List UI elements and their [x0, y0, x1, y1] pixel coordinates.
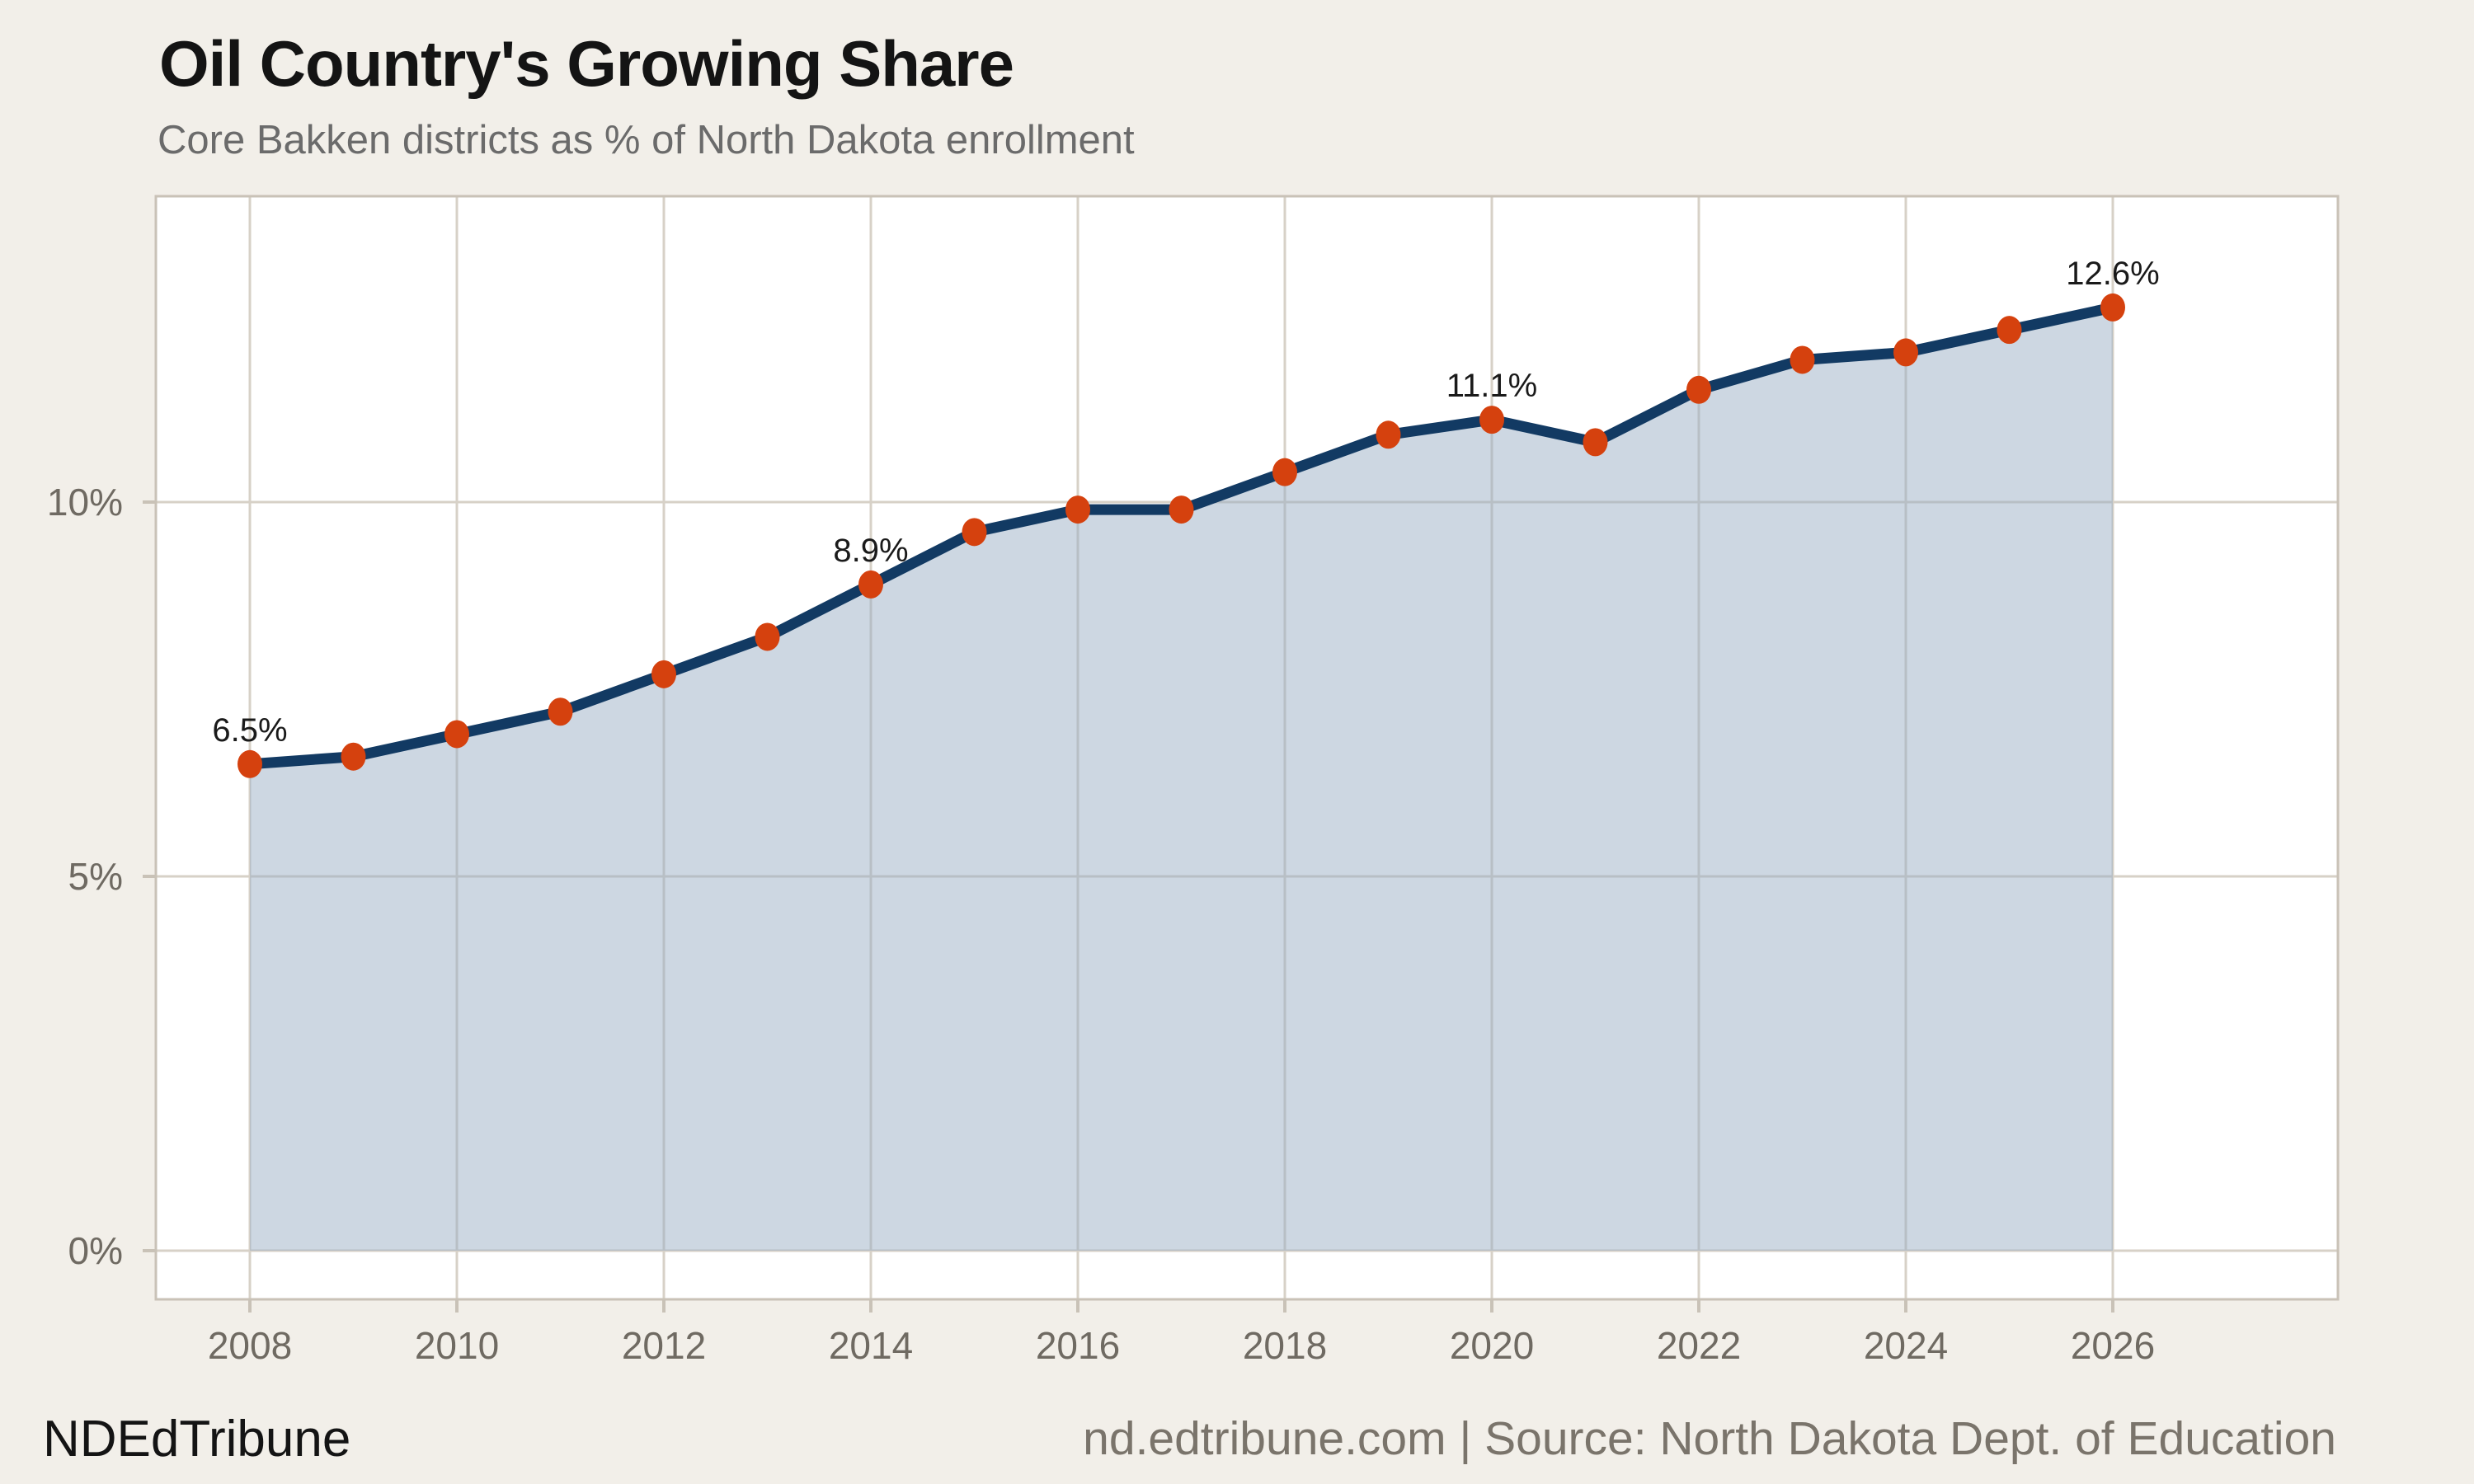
data-point-2020 — [1479, 406, 1504, 434]
x-axis-label-2022: 2022 — [1657, 1324, 1741, 1367]
annotation-2008: 6.5% — [212, 712, 287, 749]
data-point-2010 — [444, 720, 469, 749]
area-fill — [250, 307, 2113, 1251]
source-credit: nd.edtribune.com | Source: North Dakota … — [1083, 1412, 2336, 1465]
data-point-2016 — [1065, 495, 1090, 524]
y-axis-label-5: 5% — [68, 855, 123, 898]
data-point-2014 — [858, 570, 883, 599]
y-axis-label-0: 0% — [68, 1229, 123, 1272]
chart-title: Oil Country's Growing Share — [159, 27, 1014, 100]
data-point-2021 — [1583, 428, 1608, 457]
data-point-2026 — [2100, 293, 2125, 322]
data-point-2022 — [1686, 375, 1711, 404]
annotation-2014: 8.9% — [833, 533, 908, 569]
x-axis-label-2010: 2010 — [415, 1324, 499, 1367]
data-point-2011 — [548, 697, 573, 726]
brand-wordmark: NDEdTribune — [43, 1411, 351, 1468]
data-point-2018 — [1272, 458, 1297, 486]
data-point-2023 — [1790, 345, 1815, 374]
data-point-2015 — [962, 518, 987, 547]
x-axis-label-2026: 2026 — [2071, 1324, 2155, 1367]
plot-border — [154, 195, 2340, 1301]
x-axis-label-2012: 2012 — [622, 1324, 706, 1367]
annotation-2026: 12.6% — [2066, 256, 2159, 292]
y-axis-label-10: 10% — [47, 481, 123, 524]
data-point-2024 — [1893, 338, 1918, 367]
data-point-2025 — [1997, 316, 2022, 345]
x-axis-label-2020: 2020 — [1450, 1324, 1534, 1367]
data-point-2017 — [1169, 495, 1194, 524]
x-axis-label-2014: 2014 — [829, 1324, 913, 1367]
data-point-2009 — [341, 742, 366, 771]
chart-subtitle: Core Bakken districts as % of North Dako… — [158, 118, 1135, 162]
plot-area — [156, 196, 2338, 1299]
x-axis-label-2024: 2024 — [1864, 1324, 1948, 1367]
data-point-2013 — [755, 622, 780, 651]
annotation-2020: 11.1% — [1446, 368, 1537, 404]
data-point-2012 — [651, 660, 676, 688]
data-point-2008 — [238, 749, 262, 778]
x-axis-label-2008: 2008 — [208, 1324, 292, 1367]
x-axis-label-2018: 2018 — [1243, 1324, 1327, 1367]
x-axis-label-2016: 2016 — [1036, 1324, 1120, 1367]
data-point-2019 — [1376, 420, 1401, 449]
